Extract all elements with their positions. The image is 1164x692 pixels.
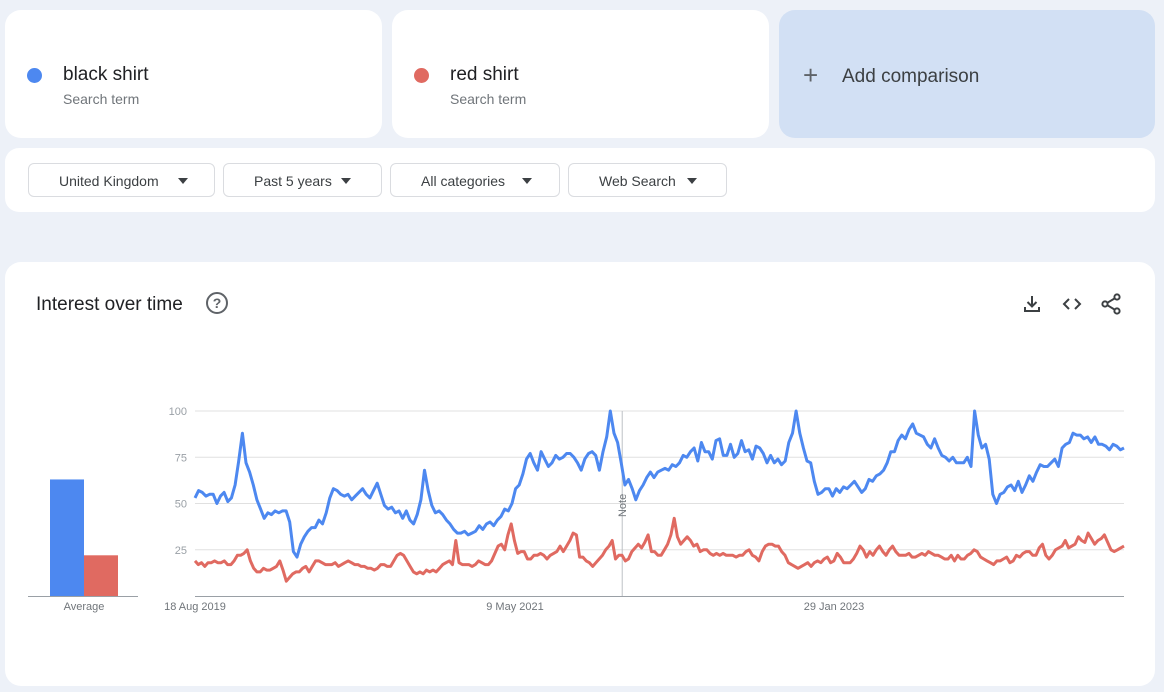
help-icon[interactable]: ? — [206, 292, 228, 314]
interest-over-time-card: Interest over time ? Average 25 50 75 100 18 … — [5, 262, 1155, 686]
time-range-value: Past 5 years — [254, 173, 332, 189]
search-term-name[interactable]: black shirt — [63, 64, 149, 85]
average-bar — [50, 479, 84, 596]
category-dropdown[interactable]: All categories — [390, 163, 560, 197]
y-tick-label: 25 — [175, 545, 187, 557]
search-term-kind: Search term — [450, 91, 527, 107]
chevron-down-icon — [178, 178, 188, 184]
plus-icon: + — [803, 60, 819, 90]
interest-chart: Average 25 50 75 100 18 Aug 2019 9 May 2021 29 … — [28, 406, 1125, 613]
search-term-card-red-shirt[interactable]: red shirt Search term — [392, 10, 769, 138]
term-color-dot — [414, 68, 429, 83]
average-bar — [84, 555, 118, 596]
chevron-down-icon — [522, 178, 532, 184]
average-label: Average — [64, 601, 105, 613]
time-range-dropdown[interactable]: Past 5 years — [223, 163, 382, 197]
search-term-name[interactable]: red shirt — [450, 64, 519, 85]
search-term-kind: Search term — [63, 91, 140, 107]
note-marker-label: Note — [617, 494, 629, 517]
download-icon[interactable] — [1020, 292, 1044, 316]
y-tick-label: 75 — [175, 452, 187, 464]
filter-bar: United Kingdom Past 5 years All categori… — [5, 148, 1155, 212]
chevron-down-icon — [341, 178, 351, 184]
region-value: United Kingdom — [59, 173, 159, 189]
search-type-dropdown[interactable]: Web Search — [568, 163, 727, 197]
category-value: All categories — [421, 173, 506, 189]
y-tick-label: 50 — [175, 499, 187, 511]
search-term-card-black-shirt[interactable]: black shirt Search term — [5, 10, 382, 138]
term-color-dot — [27, 68, 42, 83]
x-tick-label: 29 Jan 2023 — [804, 601, 865, 613]
add-comparison-button[interactable]: + Add comparison — [779, 10, 1155, 138]
x-tick-label: 18 Aug 2019 — [164, 601, 226, 613]
share-icon[interactable] — [1099, 292, 1123, 316]
region-dropdown[interactable]: United Kingdom — [28, 163, 215, 197]
add-comparison-label: Add comparison — [842, 66, 980, 87]
embed-code-icon[interactable] — [1060, 292, 1084, 316]
search-type-value: Web Search — [599, 173, 676, 189]
chart-title: Interest over time — [36, 294, 183, 315]
chevron-down-icon — [687, 178, 697, 184]
y-tick-label: 100 — [169, 406, 187, 418]
series-line-red-shirt — [193, 516, 1125, 583]
series-line-black-shirt — [193, 409, 1125, 559]
x-tick-label: 9 May 2021 — [486, 601, 543, 613]
